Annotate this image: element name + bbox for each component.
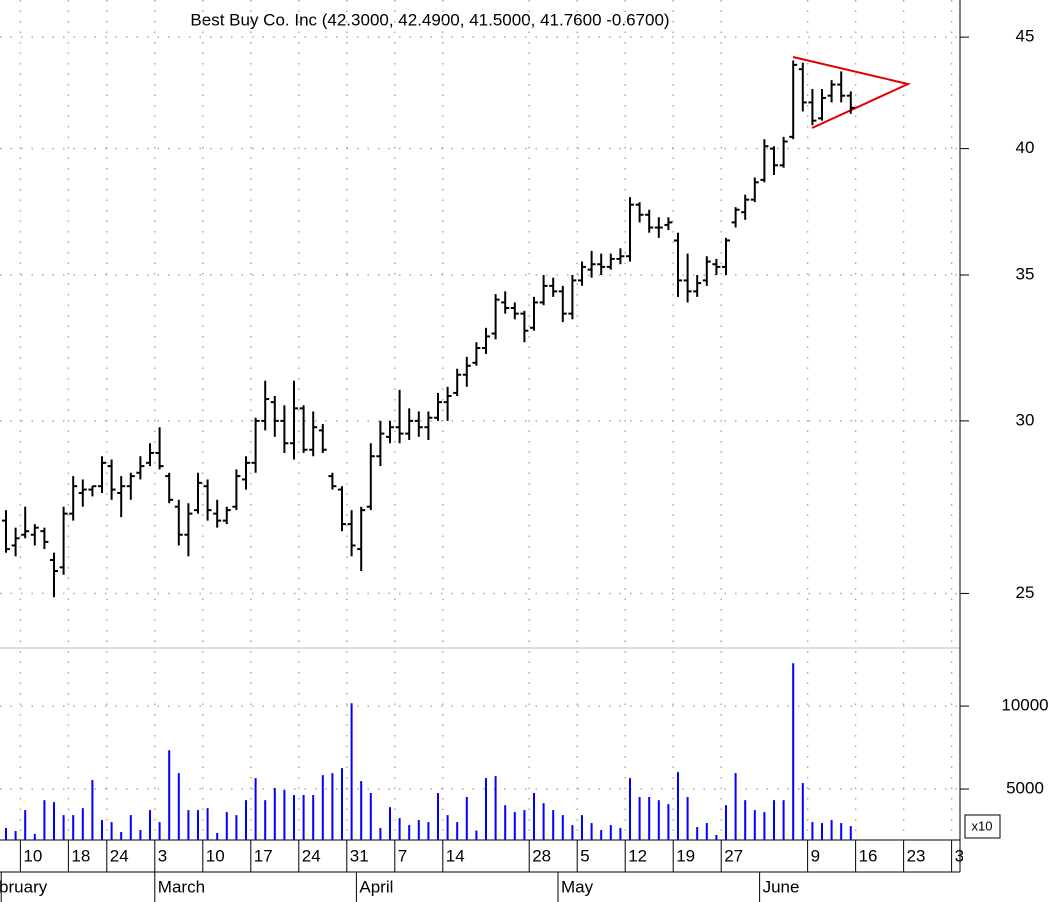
x-tick-label: 28	[532, 846, 551, 865]
x-tick-label: 27	[724, 846, 743, 865]
triangle-pattern	[792, 56, 912, 129]
x-tick-label: 7	[398, 846, 407, 865]
month-label: February	[0, 877, 48, 896]
x-tick-label: 31	[350, 846, 369, 865]
x-tick-label: 23	[907, 846, 926, 865]
y-tick-label: 10000	[1001, 696, 1048, 715]
y-tick-label: 25	[1016, 583, 1035, 602]
y-tick-label: 5000	[1006, 779, 1044, 798]
y-tick-label: 35	[1016, 264, 1035, 283]
volume-unit: x10	[972, 818, 993, 833]
y-tick-label: 45	[1016, 27, 1035, 46]
month-label: April	[359, 877, 393, 896]
x-tick-label: 3	[158, 846, 167, 865]
month-label: June	[763, 877, 800, 896]
x-tick-label: 19	[676, 846, 695, 865]
x-tick-label: 12	[628, 846, 647, 865]
x-tick-label: 24	[110, 846, 129, 865]
month-label: May	[561, 877, 594, 896]
x-tick-label: 10	[206, 846, 225, 865]
x-tick-label: 17	[254, 846, 273, 865]
y-tick-label: 30	[1016, 410, 1035, 429]
x-tick-label: 24	[302, 846, 321, 865]
x-tick-label: 18	[71, 846, 90, 865]
x-tick-label: 14	[446, 846, 465, 865]
y-tick-label: 40	[1016, 138, 1035, 157]
x-tick-label: 30	[955, 846, 974, 865]
unit-box	[964, 814, 1001, 839]
x-tick-label: 16	[859, 846, 878, 865]
x-tick-label: 10	[23, 846, 42, 865]
chart-subtitle: Best Buy Co. Inc (42.3000, 42.4900, 41.5…	[190, 10, 669, 29]
month-label: March	[158, 877, 205, 896]
x-tick-label: 9	[811, 846, 820, 865]
x-tick-label: 5	[580, 846, 589, 865]
